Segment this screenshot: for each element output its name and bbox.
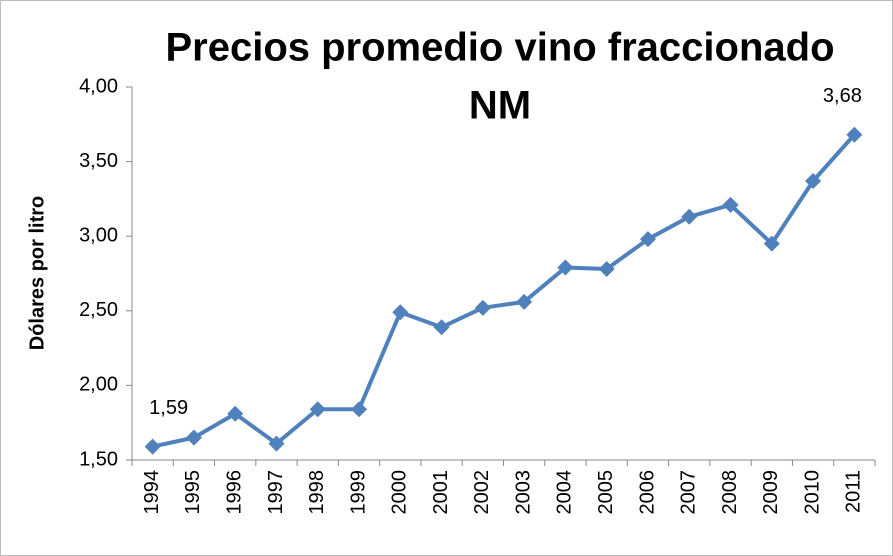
y-tick-label: 1,50	[79, 448, 118, 470]
marker	[557, 259, 574, 276]
marker	[392, 304, 409, 321]
marker	[309, 401, 326, 418]
x-tick-label: 1999	[347, 470, 369, 515]
marker	[351, 401, 368, 418]
marker	[227, 405, 244, 422]
chart-title: Precios promedio vino fraccionado	[165, 26, 834, 70]
x-tick-label: 1997	[265, 470, 287, 515]
x-tick-label: 2001	[430, 470, 452, 515]
marker	[474, 299, 491, 316]
chart-title: NM	[469, 84, 531, 128]
x-tick-label: 2003	[512, 470, 534, 515]
line	[152, 133, 856, 449]
x-tick-label: 2010	[801, 470, 823, 515]
x-tick-label: 2009	[760, 470, 782, 515]
y-tick-label: 3,00	[79, 224, 118, 246]
marker	[268, 435, 285, 452]
x-tick-label: 2004	[554, 470, 576, 515]
marker	[185, 429, 202, 446]
marker	[681, 208, 698, 225]
y-axis-label: Dólares por litro	[26, 196, 48, 350]
x-tick-label: 2002	[471, 470, 493, 515]
x-tick-label: 1995	[182, 470, 204, 515]
y-tick-label: 2,50	[79, 299, 118, 321]
x-tick-label: 1998	[306, 470, 328, 515]
x-tick-label: 2005	[595, 470, 617, 515]
x-tick-label: 2000	[389, 470, 411, 515]
marker	[846, 126, 863, 143]
x-tick-label: 2006	[636, 470, 658, 515]
x-tick-label: 2008	[719, 470, 741, 515]
x-tick-label: 1994	[141, 470, 163, 515]
marker	[516, 293, 533, 310]
marker	[433, 319, 450, 336]
y-tick-label: 3,50	[79, 150, 118, 172]
y-tick-label: 4,00	[79, 75, 118, 97]
marker	[598, 261, 615, 278]
marker	[763, 235, 780, 252]
marker	[722, 196, 739, 213]
y-tick-label: 2,00	[79, 374, 118, 396]
x-tick-label: 2011	[843, 470, 865, 513]
marker	[144, 438, 161, 455]
x-tick-label: 1996	[223, 470, 245, 515]
x-tick-label: 2007	[678, 470, 700, 515]
data-label: 3,68	[823, 85, 862, 107]
data-label: 1,59	[149, 397, 188, 419]
marker	[805, 172, 822, 189]
marker	[639, 231, 656, 248]
